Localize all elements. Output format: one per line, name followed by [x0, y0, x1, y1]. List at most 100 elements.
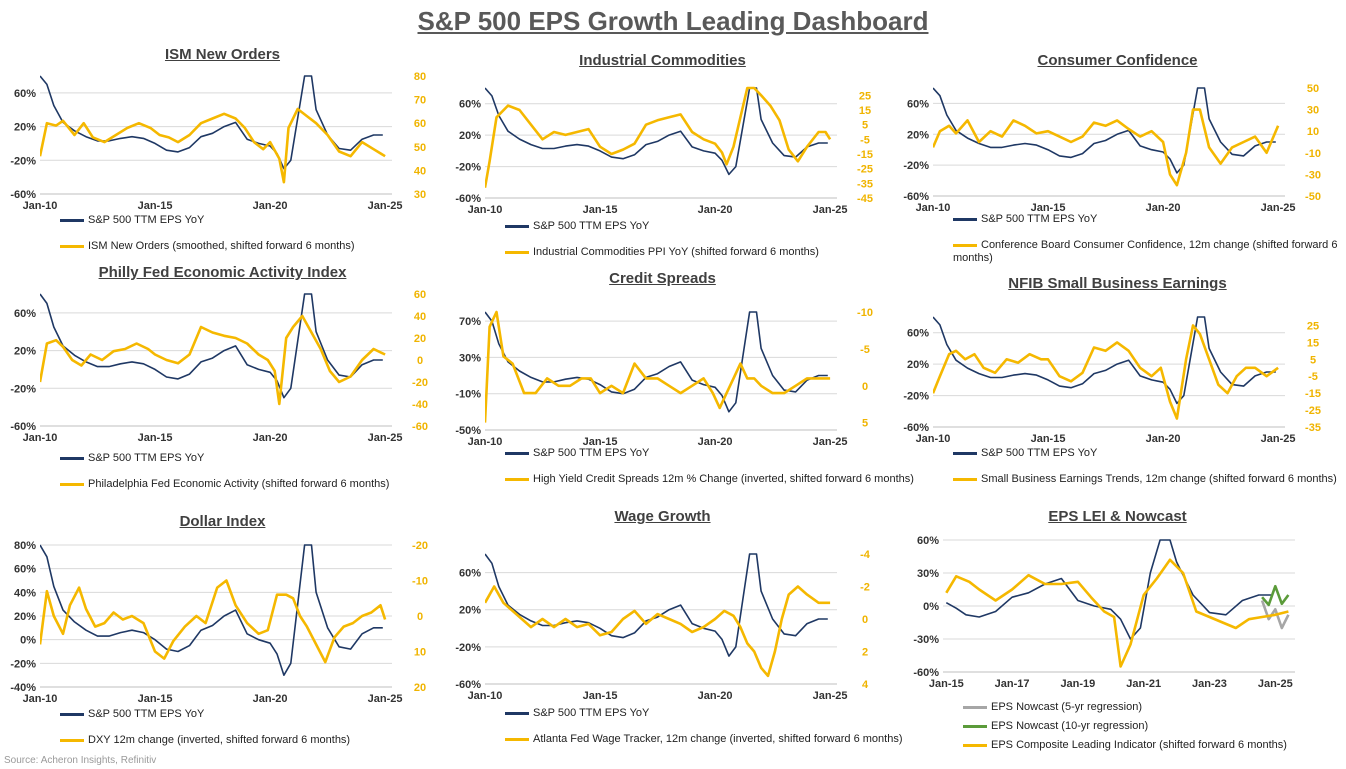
y2-tick-label: -35 — [857, 178, 873, 190]
chart-panel-nfib: NFIB Small Business Earnings 60% 20% -20% -… — [895, 271, 1340, 511]
legend-item: Conference Board Consumer Confidence, 12… — [953, 239, 1346, 265]
y2-tick-label: 15 — [859, 105, 871, 117]
y-tick-label: -20% — [455, 162, 481, 174]
x-tick-label: Jan-25 — [1261, 433, 1296, 445]
y2-tick-label: -15 — [857, 149, 873, 161]
y2-tick-label: 50 — [1307, 83, 1319, 95]
y2-tick-label: 4 — [862, 679, 869, 691]
y-tick-label: -50% — [455, 425, 481, 437]
series-line-indicator — [40, 579, 387, 664]
legend-label: Conference Board Consumer Confidence, 12… — [953, 239, 1338, 264]
legend-swatch — [60, 456, 84, 460]
x-tick-label: Jan-25 — [368, 432, 403, 444]
legend-swatch — [953, 451, 977, 455]
chart-legend: S&P 500 TTM EPS YoY Philadelphia Fed Econ… — [60, 452, 480, 504]
x-tick-label: Jan-15 — [929, 678, 964, 690]
chart-title: NFIB Small Business Earnings — [1008, 275, 1227, 292]
legend-swatch — [60, 738, 84, 742]
chart-legend: S&P 500 TTM EPS YoY Atlanta Fed Wage Trac… — [505, 707, 925, 759]
y2-tick-label: 25 — [1307, 320, 1319, 332]
chart-panel-ism: ISM New Orders 60% 20% -20% -60% 80 70 60 50 40 3… — [0, 42, 445, 282]
y2-tick-label: 20 — [414, 682, 426, 694]
y-tick-label: 20% — [459, 605, 481, 617]
y-tick-label: 60% — [459, 99, 481, 111]
chart-legend: S&P 500 TTM EPS YoY Small Business Earnin… — [953, 447, 1346, 499]
x-tick-label: Jan-20 — [698, 436, 733, 448]
x-tick-label: Jan-10 — [468, 436, 503, 448]
series-line-eps — [945, 539, 1272, 640]
legend-item: S&P 500 TTM EPS YoY — [505, 707, 925, 720]
legend-item: ISM New Orders (smoothed, shifted forwar… — [60, 240, 480, 253]
series-line-eps — [485, 553, 828, 657]
x-tick-label: Jan-20 — [253, 432, 288, 444]
x-tick-label: Jan-10 — [23, 200, 58, 212]
y-tick-label: 20% — [907, 359, 929, 371]
chart-title: Credit Spreads — [609, 270, 716, 287]
legend-swatch — [505, 451, 529, 455]
y-tick-label: -60% — [913, 667, 939, 679]
chart-panel-consumer-confidence: Consumer Confidence 60% 20% -20% -60% 50 30 10… — [895, 48, 1340, 288]
y-tick-label: 70% — [459, 316, 481, 328]
y-tick-label: -60% — [10, 421, 36, 433]
y-tick-label: -20% — [903, 391, 929, 403]
chart-panel-dollar-index: Dollar Index 80% 60% 40% 20% 0% -20% -40% -20 -1… — [0, 509, 445, 749]
x-tick-label: Jan-20 — [1146, 433, 1181, 445]
legend-item: EPS Nowcast (5-yr regression) — [963, 701, 1346, 714]
y-tick-label: -60% — [10, 189, 36, 201]
y-tick-label: -10% — [455, 389, 481, 401]
legend-item: Atlanta Fed Wage Tracker, 12m change (in… — [505, 733, 925, 746]
series-line-indicator — [933, 108, 1280, 187]
y-tick-label: 0% — [20, 635, 36, 647]
x-tick-label: Jan-10 — [23, 432, 58, 444]
legend-label: S&P 500 TTM EPS YoY — [533, 220, 650, 232]
legend-swatch — [963, 705, 987, 709]
x-tick-label: Jan-25 — [368, 200, 403, 212]
y-tick-label: 20% — [14, 611, 36, 623]
chart-title: ISM New Orders — [164, 46, 281, 63]
y2-tick-label: 80 — [414, 71, 426, 83]
series-line-eps — [485, 311, 828, 413]
y-tick-label: -20% — [10, 658, 36, 670]
x-tick-label: Jan-25 — [1258, 678, 1293, 690]
y2-tick-label: 10 — [1307, 126, 1319, 138]
legend-item: Industrial Commodities PPI YoY (shifted … — [505, 246, 925, 259]
y-tick-label: 60% — [14, 308, 36, 320]
chart-legend: S&P 500 TTM EPS YoY ISM New Orders (smoot… — [60, 214, 480, 266]
legend-label: EPS Nowcast (5-yr regression) — [991, 701, 1142, 713]
x-tick-label: Jan-15 — [138, 432, 173, 444]
chart-svg: 60% 20% -20% -60% -4 -2 0 2 4 Jan-10 Jan-15 Jan-20 J… — [455, 549, 870, 702]
x-tick-label: Jan-15 — [583, 204, 618, 216]
y2-tick-label: -10 — [1305, 148, 1321, 160]
y-tick-label: -20% — [10, 155, 36, 167]
series-line-indicator — [1261, 584, 1290, 607]
y2-tick-label: 70 — [414, 95, 426, 107]
y-tick-label: 60% — [907, 98, 929, 110]
y-tick-label: 60% — [14, 88, 36, 100]
y-tick-label: 60% — [14, 564, 36, 576]
legend-item: High Yield Credit Spreads 12m % Change (… — [505, 473, 925, 486]
series-line-indicator — [485, 310, 831, 423]
y2-tick-label: 0 — [417, 355, 423, 367]
legend-label: EPS Nowcast (10-yr regression) — [991, 720, 1149, 732]
x-tick-label: Jan-17 — [995, 678, 1030, 690]
chart-svg: 60% 20% -20% -60% 25 15 5 -5 -15 -25 -35 Jan-10 Jan-… — [903, 316, 1321, 445]
y2-tick-label: -5 — [1308, 371, 1318, 383]
x-tick-label: Jan-25 — [813, 436, 848, 448]
y2-tick-label: -25 — [1305, 405, 1321, 417]
y2-tick-label: -45 — [857, 193, 873, 205]
chart-title: EPS LEI & Nowcast — [1048, 508, 1187, 525]
y2-tick-label: -60 — [412, 421, 428, 433]
legend-item: S&P 500 TTM EPS YoY — [505, 220, 925, 233]
y-tick-label: 20% — [14, 346, 36, 358]
x-tick-label: Jan-20 — [253, 693, 288, 705]
chart-title: Philly Fed Economic Activity Index — [98, 264, 347, 281]
x-tick-label: Jan-10 — [468, 204, 503, 216]
series-line-eps — [933, 87, 1276, 174]
series-line-indicator — [485, 585, 831, 678]
series-line-eps — [40, 544, 383, 676]
chart-title: Industrial Commodities — [579, 52, 746, 69]
legend-label: S&P 500 TTM EPS YoY — [533, 447, 650, 459]
chart-panel-philly-fed: Philly Fed Economic Activity Index 60% 20… — [0, 260, 445, 500]
legend-item: Small Business Earnings Trends, 12m chan… — [953, 473, 1346, 486]
legend-swatch — [505, 711, 529, 715]
